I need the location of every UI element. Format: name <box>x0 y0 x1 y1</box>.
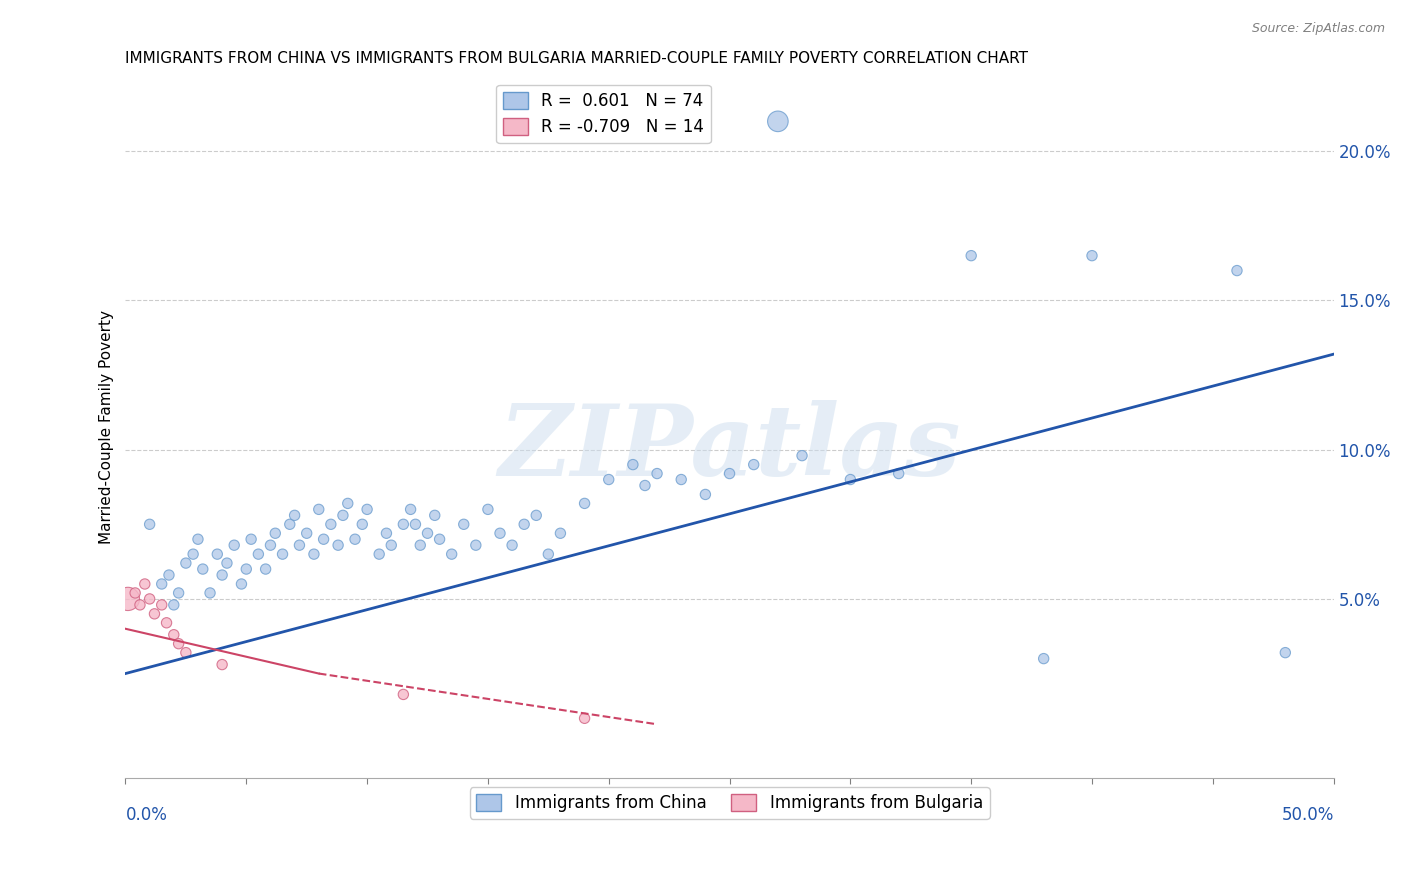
Point <box>501 538 523 552</box>
Point <box>344 533 367 547</box>
Point <box>645 467 668 481</box>
Point <box>138 591 160 606</box>
Point <box>134 577 156 591</box>
Point <box>464 538 486 552</box>
Point <box>254 562 277 576</box>
Point <box>215 556 238 570</box>
Point <box>207 547 229 561</box>
Point <box>117 591 139 606</box>
Point <box>124 586 146 600</box>
Point <box>1226 263 1249 277</box>
Point <box>489 526 512 541</box>
Point <box>326 538 349 552</box>
Point <box>336 496 359 510</box>
Point <box>380 538 402 552</box>
Text: IMMIGRANTS FROM CHINA VS IMMIGRANTS FROM BULGARIA MARRIED-COUPLE FAMILY POVERTY : IMMIGRANTS FROM CHINA VS IMMIGRANTS FROM… <box>125 51 1028 66</box>
Point <box>211 657 233 672</box>
Point <box>271 547 294 561</box>
Text: Source: ZipAtlas.com: Source: ZipAtlas.com <box>1251 22 1385 36</box>
Point <box>887 467 910 481</box>
Point <box>574 711 596 725</box>
Point <box>187 533 209 547</box>
Point <box>453 517 475 532</box>
Point <box>288 538 311 552</box>
Point <box>399 502 422 516</box>
Point <box>138 517 160 532</box>
Point <box>513 517 536 532</box>
Legend: Immigrants from China, Immigrants from Bulgaria: Immigrants from China, Immigrants from B… <box>470 788 990 819</box>
Point <box>766 114 789 128</box>
Text: 0.0%: 0.0% <box>125 806 167 824</box>
Point <box>302 547 325 561</box>
Point <box>240 533 263 547</box>
Point <box>308 502 330 516</box>
Point <box>174 646 197 660</box>
Point <box>368 547 391 561</box>
Point <box>960 249 983 263</box>
Point <box>167 586 190 600</box>
Point <box>416 526 439 541</box>
Point <box>181 547 204 561</box>
Point <box>1081 249 1104 263</box>
Point <box>198 586 221 600</box>
Point <box>718 467 741 481</box>
Point <box>440 547 463 561</box>
Point <box>671 473 693 487</box>
Point <box>167 637 190 651</box>
Point <box>278 517 301 532</box>
Point <box>332 508 354 523</box>
Point <box>259 538 281 552</box>
Point <box>634 478 657 492</box>
Point <box>598 473 620 487</box>
Point <box>790 449 813 463</box>
Point <box>356 502 378 516</box>
Point <box>392 688 415 702</box>
Text: ZIPatlas: ZIPatlas <box>498 401 960 497</box>
Point <box>429 533 451 547</box>
Point <box>150 577 173 591</box>
Point <box>129 598 152 612</box>
Point <box>295 526 318 541</box>
Point <box>157 568 180 582</box>
Point <box>404 517 426 532</box>
Point <box>839 473 862 487</box>
Point <box>574 496 596 510</box>
Point <box>392 517 415 532</box>
Point <box>284 508 307 523</box>
Point <box>423 508 446 523</box>
Point <box>352 517 374 532</box>
Point <box>409 538 432 552</box>
Point <box>524 508 547 523</box>
Point <box>550 526 572 541</box>
Text: 50.0%: 50.0% <box>1281 806 1334 824</box>
Point <box>695 487 717 501</box>
Point <box>231 577 253 591</box>
Point <box>163 628 186 642</box>
Point <box>143 607 166 621</box>
Point <box>235 562 257 576</box>
Point <box>537 547 560 561</box>
Point <box>742 458 765 472</box>
Point <box>150 598 173 612</box>
Point <box>477 502 499 516</box>
Point <box>155 615 177 630</box>
Point <box>211 568 233 582</box>
Point <box>319 517 342 532</box>
Point <box>375 526 398 541</box>
Point <box>224 538 246 552</box>
Point <box>191 562 214 576</box>
Point <box>1274 646 1296 660</box>
Point <box>264 526 287 541</box>
Point <box>163 598 186 612</box>
Y-axis label: Married-Couple Family Poverty: Married-Couple Family Poverty <box>100 310 114 544</box>
Point <box>174 556 197 570</box>
Point <box>1032 651 1054 665</box>
Point <box>312 533 335 547</box>
Point <box>621 458 644 472</box>
Point <box>247 547 270 561</box>
